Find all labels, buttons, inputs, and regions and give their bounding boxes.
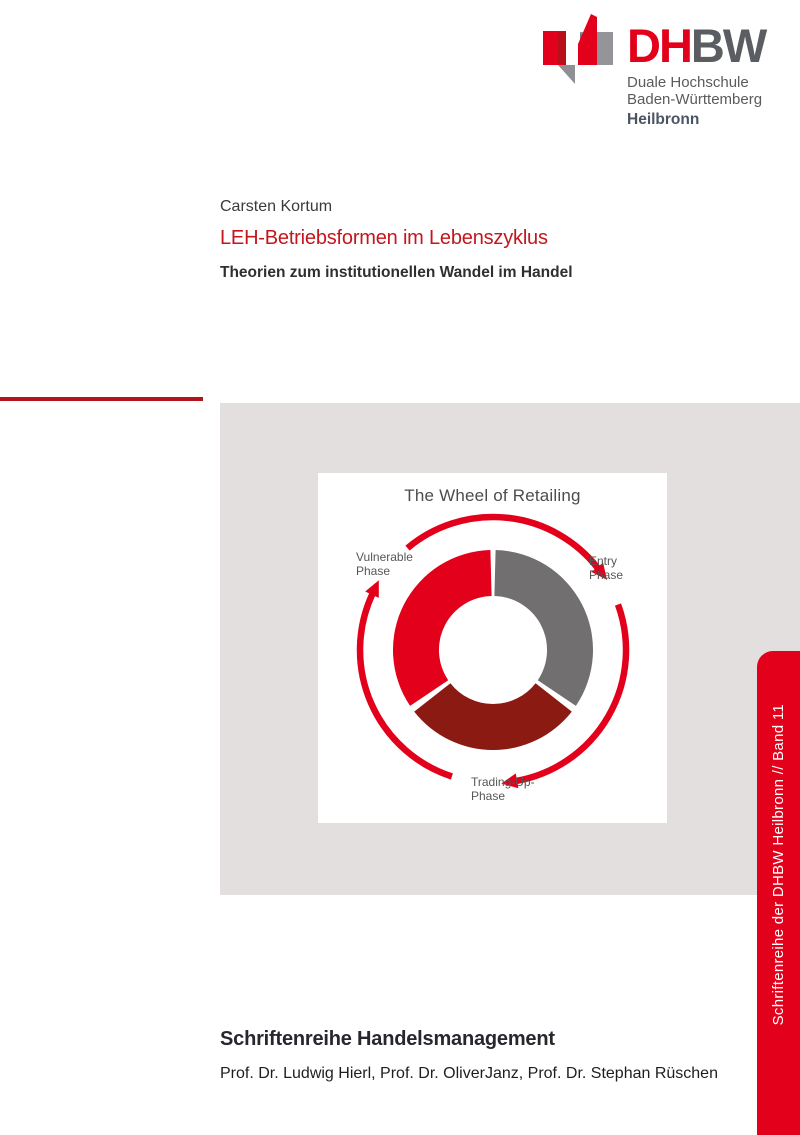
wheel-donut-chart [356, 513, 630, 789]
logo-city: Heilbronn [627, 111, 700, 128]
donut-segment [392, 550, 492, 706]
book-title: LEH-Betriebsformen im Lebenszyklus [220, 227, 548, 249]
author-name: Carsten Kortum [220, 198, 333, 215]
cycle-arrow-head [591, 562, 607, 580]
series-spine-tab: Schriftenreihe der DHBW Heilbronn // Ban… [757, 651, 800, 1135]
logo-line2: Baden-Württemberg [627, 90, 763, 108]
donut-segment [494, 550, 594, 706]
label-vulnerable-phase: Vulnerable Phase [356, 550, 413, 578]
logo-line1: Duale Hochschule [627, 74, 749, 91]
label-trading-up-phase: Trading-Up- Phase [471, 775, 535, 803]
cycle-arrow-arc [515, 603, 630, 785]
cycle-arrow-head [501, 773, 519, 789]
wordmark-dh: DH [627, 19, 693, 72]
label-entry-phase: Entry Phase [589, 554, 624, 582]
cycle-arrow-arc [356, 592, 453, 780]
wordmark-bw: BW [690, 19, 767, 72]
wheel-card: The Wheel of Retailing Vulnerable Phase … [318, 473, 667, 823]
donut-segment [414, 683, 572, 751]
logo-subtitle: Duale Hochschule Baden-Württemberg [627, 74, 765, 108]
book-subtitle: Theorien zum institutionellen Wandel im … [220, 264, 573, 281]
series-title: Schriftenreihe Handelsmanagement [220, 1028, 555, 1050]
dhbw-wordmark: DHBW [627, 19, 767, 72]
logo-text-block: DHBW Duale Hochschule Baden-Württemberg … [627, 19, 767, 129]
chart-title: The Wheel of Retailing [404, 486, 581, 505]
red-rule [0, 397, 203, 401]
cover-panel: The Wheel of Retailing Vulnerable Phase … [220, 403, 800, 895]
editors-line: Prof. Dr. Ludwig Hierl, Prof. Dr. Oliver… [220, 1065, 718, 1082]
dhbw-logo-icon [543, 14, 613, 84]
cycle-arrow-head [365, 580, 379, 598]
series-spine-label: Schriftenreihe der DHBW Heilbronn // Ban… [770, 704, 787, 1026]
cycle-arrow-arc [405, 513, 601, 571]
